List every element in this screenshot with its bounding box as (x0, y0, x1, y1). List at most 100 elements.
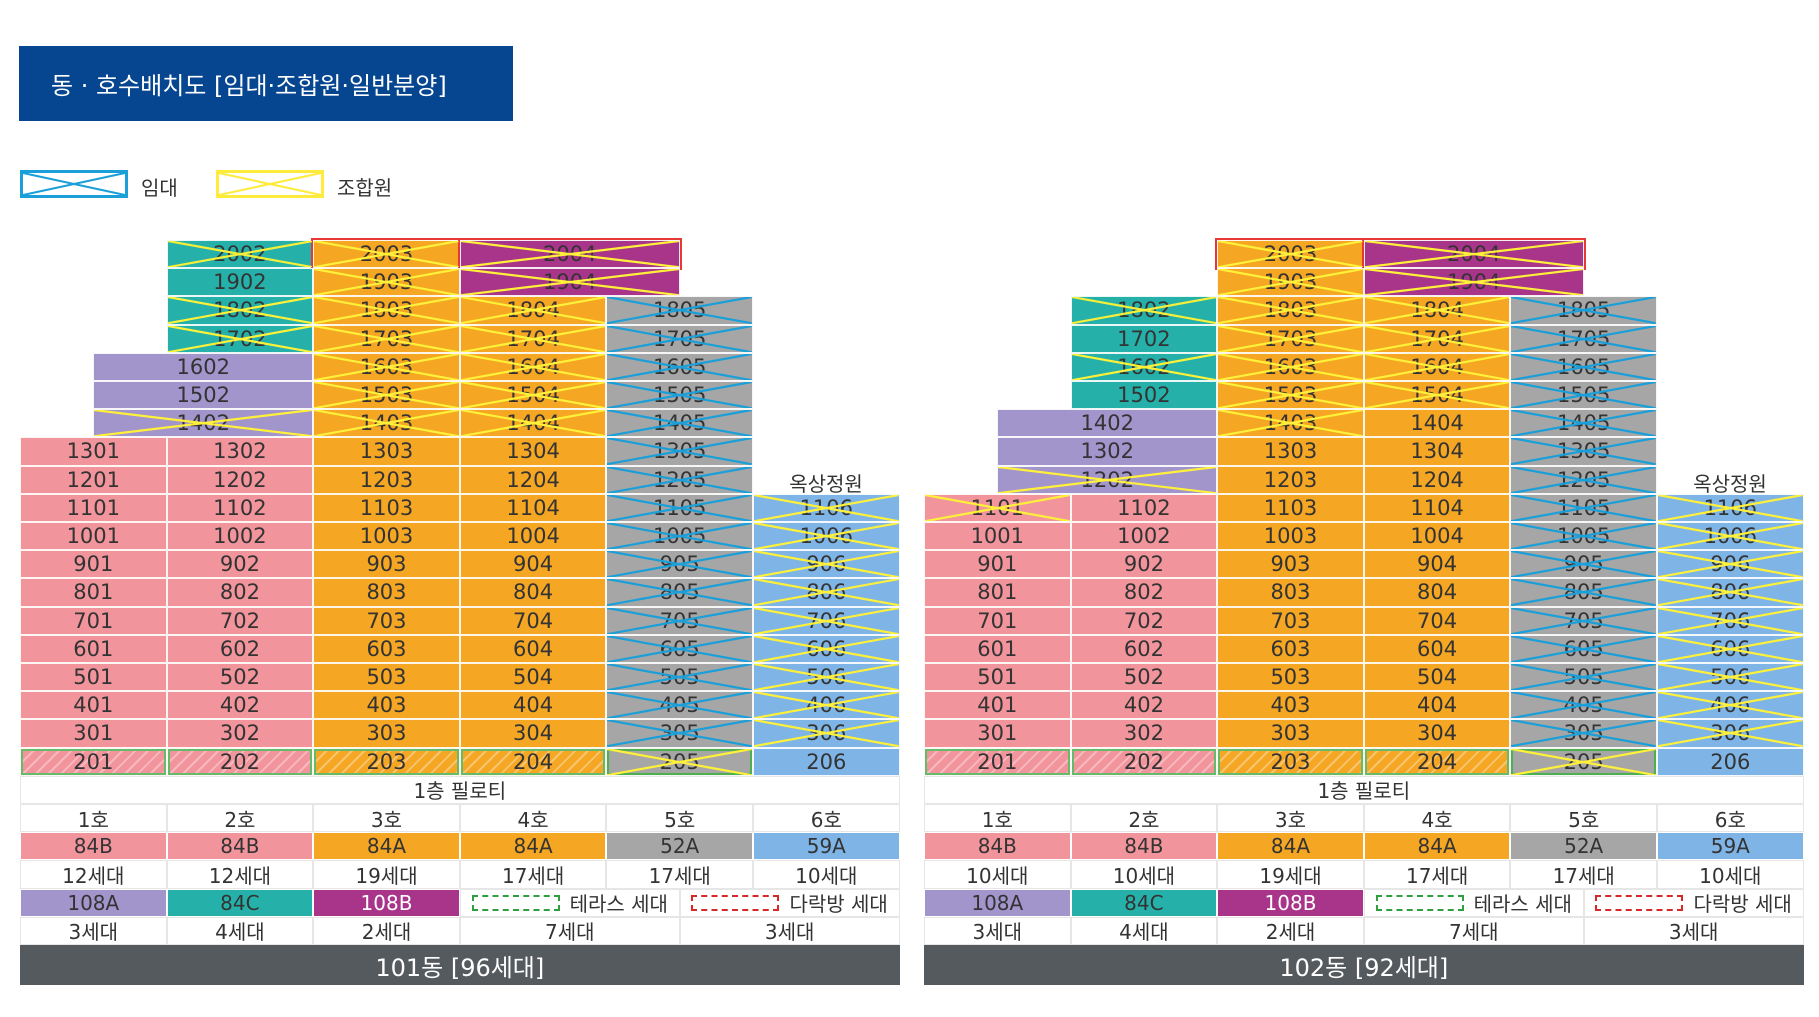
unit-1001: 1001 (924, 522, 1071, 551)
unit-2002: 2002 (166, 240, 314, 269)
unit-2004: 2004 (1361, 237, 1586, 271)
unit-1803: 1803 (1217, 296, 1364, 325)
unit-701: 701 (20, 606, 167, 635)
unit-1402: 1402 (997, 409, 1218, 438)
unit-1004: 1004 (1363, 522, 1511, 551)
unit-label: 803 (1270, 580, 1311, 605)
unit-label: 2004 (1447, 242, 1501, 267)
unit-label: 805 (1563, 580, 1604, 605)
legend-member-label: 조합원 (337, 176, 393, 200)
line-ho-cell: 5호 (1510, 804, 1657, 833)
line-count-cell: 12세대 (20, 860, 167, 889)
unit-label: 1604 (1410, 354, 1464, 379)
unit-205: 205 (606, 747, 753, 776)
unit-1302: 1302 (997, 437, 1218, 466)
unit-label: 1304 (1410, 439, 1464, 464)
line-ho-cell: 4호 (1363, 804, 1511, 833)
unit-label: 305 (659, 721, 700, 746)
line-ho-cell: 6호 (1657, 804, 1804, 833)
unit-406: 406 (1657, 691, 1804, 720)
unit-204: 204 (1363, 747, 1511, 776)
unit-1003: 1003 (313, 522, 460, 551)
unit-1205: 1205 (606, 465, 753, 494)
unit-1705: 1705 (1510, 324, 1657, 353)
unit-1006: 1006 (1657, 522, 1804, 551)
attic-legend-cell: 다락방 세대 (1583, 888, 1804, 917)
unit-label: 704 (1417, 608, 1458, 633)
unit-label: 501 (73, 665, 114, 690)
unit-1503: 1503 (1217, 381, 1364, 410)
unit-label: 304 (1417, 721, 1458, 746)
line-count-cell: 19세대 (313, 860, 460, 889)
unit-label: 1603 (1263, 354, 1318, 379)
unit-label: 303 (1270, 721, 1311, 746)
unit-902: 902 (166, 550, 314, 579)
unit-1003: 1003 (1217, 522, 1364, 551)
unit-606: 606 (753, 634, 900, 663)
unit-label: 602 (219, 636, 260, 661)
unit-805: 805 (1510, 578, 1657, 607)
unit-202: 202 (166, 747, 314, 776)
unit-label: 701 (73, 608, 114, 633)
unit-label: 903 (1270, 552, 1311, 577)
unit-label: 902 (219, 552, 260, 577)
unit-906: 906 (1657, 550, 1804, 579)
unit-306: 306 (753, 719, 900, 748)
unit-1702: 1702 (1070, 324, 1218, 353)
unit-label: 1103 (359, 495, 414, 520)
unit-1603: 1603 (1217, 352, 1364, 381)
extra-count-cell: 7세대 (1363, 916, 1584, 945)
line-count-cell: 10세대 (753, 860, 900, 889)
unit-801: 801 (20, 578, 167, 607)
unit-405: 405 (1510, 691, 1657, 720)
unit-2003: 2003 (1215, 237, 1366, 271)
unit-706: 706 (1657, 606, 1804, 635)
unit-label: 1204 (1410, 467, 1464, 492)
unit-label: 806 (1710, 580, 1751, 605)
unit-605: 605 (606, 634, 753, 663)
unit-label: 302 (219, 721, 260, 746)
attic-swatch-icon (691, 894, 780, 911)
unit-1502: 1502 (93, 381, 314, 410)
unit-label: 1805 (1556, 298, 1611, 323)
unit-1302: 1302 (166, 437, 314, 466)
unit-1001: 1001 (20, 522, 167, 551)
unit-1602: 1602 (93, 352, 314, 381)
unit-202: 202 (1070, 747, 1218, 776)
unit-1705: 1705 (606, 324, 753, 353)
extra-type-cell: 108A (20, 888, 167, 917)
unit-203: 203 (1217, 747, 1364, 776)
unit-label: 1303 (359, 439, 414, 464)
unit-label: 503 (366, 665, 407, 690)
unit-705: 705 (606, 606, 753, 635)
unit-1203: 1203 (313, 465, 460, 494)
unit-1102: 1102 (1070, 493, 1218, 522)
unit-1604: 1604 (459, 352, 607, 381)
unit-1203: 1203 (1217, 465, 1364, 494)
unit-402: 402 (1070, 691, 1218, 720)
line-type-cell: 84B (1070, 832, 1218, 861)
extra-type-cell: 108A (924, 888, 1071, 917)
unit-303: 303 (313, 719, 460, 748)
unit-label: 905 (659, 552, 700, 577)
unit-label: 1106 (799, 495, 854, 520)
unit-504: 504 (459, 663, 607, 692)
unit-label: 1305 (652, 439, 707, 464)
unit-1101: 1101 (20, 493, 167, 522)
extra-type-cell: 84C (1070, 888, 1218, 917)
line-ho-cell: 6호 (753, 804, 900, 833)
extra-legend-label: 테라스 세대 (1473, 892, 1572, 917)
unit-label: 1301 (66, 439, 121, 464)
unit-601: 601 (20, 634, 167, 663)
line-count-cell: 19세대 (1217, 860, 1364, 889)
unit-305: 305 (1510, 719, 1657, 748)
unit-306: 306 (1657, 719, 1804, 748)
unit-label: 1005 (1556, 524, 1611, 549)
unit-label: 1903 (1263, 270, 1318, 295)
unit-304: 304 (459, 719, 607, 748)
unit-label: 1502 (1117, 383, 1171, 408)
unit-label: 303 (366, 721, 407, 746)
unit-1102: 1102 (166, 493, 314, 522)
unit-label: 606 (1710, 636, 1751, 661)
unit-label: 1904 (543, 270, 597, 295)
